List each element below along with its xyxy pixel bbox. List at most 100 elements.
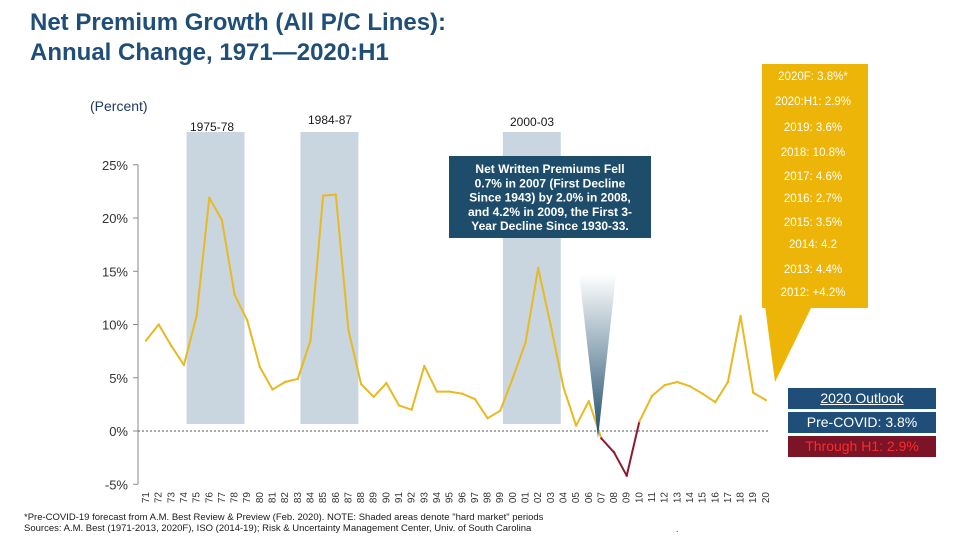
x-tick-label: 79 — [242, 492, 253, 504]
y-tick-label-5: 0% — [109, 424, 128, 439]
y-tick-label-0: 25% — [102, 158, 128, 173]
data-point — [208, 196, 211, 199]
data-point — [549, 324, 552, 327]
footnote-line-2: Sources: A.M. Best (1971-2013, 2020F), I… — [24, 523, 532, 534]
recent-year-label: 2017: 4.6% — [784, 171, 842, 183]
x-tick-label: 09 — [622, 492, 633, 504]
data-point — [423, 364, 426, 368]
data-point — [612, 451, 616, 454]
chart-title: Net Premium Growth (All P/C Lines): Annu… — [30, 8, 446, 68]
y-tick-label-1: 20% — [102, 211, 128, 226]
x-tick-label: 84 — [305, 492, 316, 504]
data-point — [448, 390, 451, 393]
footnote-line-1: *Pre-COVID-19 forecast from A.M. Best Re… — [24, 512, 544, 523]
data-point — [157, 323, 160, 326]
x-tick-label: 00 — [508, 492, 519, 504]
premium-decline-line — [600, 421, 641, 477]
x-tick-label: 05 — [571, 492, 582, 504]
recent-callout-box — [762, 64, 868, 308]
x-tick-label: 94 — [432, 492, 443, 504]
outlook-box: 2020 Outlook Pre-COVID: 3.8% Through H1:… — [788, 388, 936, 457]
outlook-heading: 2020 Outlook — [788, 388, 936, 409]
data-point — [499, 409, 502, 412]
x-tick-label: 13 — [672, 492, 683, 504]
recent-year-label: 2012: +4.2% — [781, 287, 846, 299]
data-point — [650, 394, 654, 398]
x-tick-label: 99 — [495, 492, 506, 504]
shaded-period-label-1: 1984-87 — [308, 113, 352, 127]
x-tick-label: 93 — [419, 492, 430, 504]
data-point — [536, 266, 540, 270]
data-point — [195, 314, 198, 318]
x-tick-label: 91 — [394, 492, 405, 504]
data-point — [334, 193, 337, 196]
data-point — [397, 404, 401, 407]
x-tick-label: 19 — [748, 492, 759, 504]
data-point — [233, 293, 236, 296]
x-tick-label: 73 — [166, 492, 177, 504]
data-point — [271, 388, 274, 391]
decline-callout-text: Net Written Premiums Fell — [475, 162, 624, 176]
x-tick-label: 12 — [660, 492, 671, 504]
data-point — [283, 380, 287, 384]
data-point — [246, 319, 249, 322]
x-tick-label: 88 — [356, 492, 367, 504]
recent-year-label: 2015: 3.5% — [784, 217, 842, 229]
x-tick-label: 75 — [192, 492, 203, 504]
x-tick-label: 01 — [521, 492, 532, 504]
x-tick-label: 81 — [268, 492, 279, 504]
x-tick-label: 15 — [698, 492, 709, 504]
decline-callout-text: Since 1943) by 2.0% in 2008, — [469, 191, 630, 205]
x-tick-label: 85 — [318, 492, 329, 504]
data-point — [385, 381, 388, 385]
title-line-2: Annual Change, 1971—2020:H1 — [30, 39, 389, 66]
data-point — [726, 380, 730, 384]
decline-callout-box — [449, 156, 651, 238]
shaded-period-0 — [186, 132, 245, 424]
data-point — [144, 339, 148, 342]
x-tick-label: 10 — [634, 492, 645, 504]
x-tick-label: 80 — [255, 492, 266, 504]
decline-callout-pointer — [575, 238, 620, 438]
recent-year-label: 2013: 4.4% — [784, 264, 842, 276]
data-point — [170, 344, 173, 347]
recent-year-label: 2019: 3.6% — [784, 122, 842, 134]
x-tick-label: 14 — [685, 492, 696, 504]
data-point — [764, 398, 768, 402]
data-point — [321, 194, 325, 197]
data-point — [574, 424, 578, 427]
x-tick-label: 17 — [723, 492, 734, 504]
decline-callout-text: and 4.2% in 2009, the First 3- — [468, 205, 632, 219]
x-tick-label: 86 — [331, 492, 342, 504]
x-tick-label: 83 — [293, 492, 304, 504]
data-point — [714, 401, 717, 404]
data-point — [220, 218, 224, 222]
data-point — [258, 365, 262, 369]
y-tick-label-6: -5% — [105, 477, 129, 492]
data-point — [461, 392, 464, 395]
x-tick-label: 78 — [230, 492, 241, 504]
x-tick-label: 71 — [141, 492, 152, 504]
x-tick-label: 90 — [381, 492, 392, 504]
trailing-dot: . — [676, 524, 679, 534]
unit-label: (Percent) — [90, 98, 148, 114]
shaded-period-label-2: 2000-03 — [510, 115, 554, 129]
x-tick-label: 08 — [609, 492, 620, 504]
x-tick-label: 97 — [470, 492, 481, 504]
x-tick-label: 82 — [280, 492, 291, 504]
recent-year-label: 2020F: 3.8%* — [778, 71, 848, 83]
x-tick-label: 95 — [445, 492, 456, 504]
data-point — [473, 397, 477, 401]
decline-callout-text: Year Decline Since 1930-33. — [471, 219, 628, 233]
x-tick-label: 74 — [179, 492, 190, 504]
x-tick-label: 16 — [710, 492, 721, 504]
shaded-period-1 — [300, 132, 359, 424]
x-tick-label: 92 — [407, 492, 418, 504]
data-point — [524, 341, 527, 344]
x-tick-label: 02 — [533, 492, 544, 504]
data-point — [587, 399, 590, 403]
x-tick-label: 04 — [558, 492, 569, 504]
x-tick-label: 11 — [647, 492, 658, 503]
data-point — [347, 328, 350, 332]
